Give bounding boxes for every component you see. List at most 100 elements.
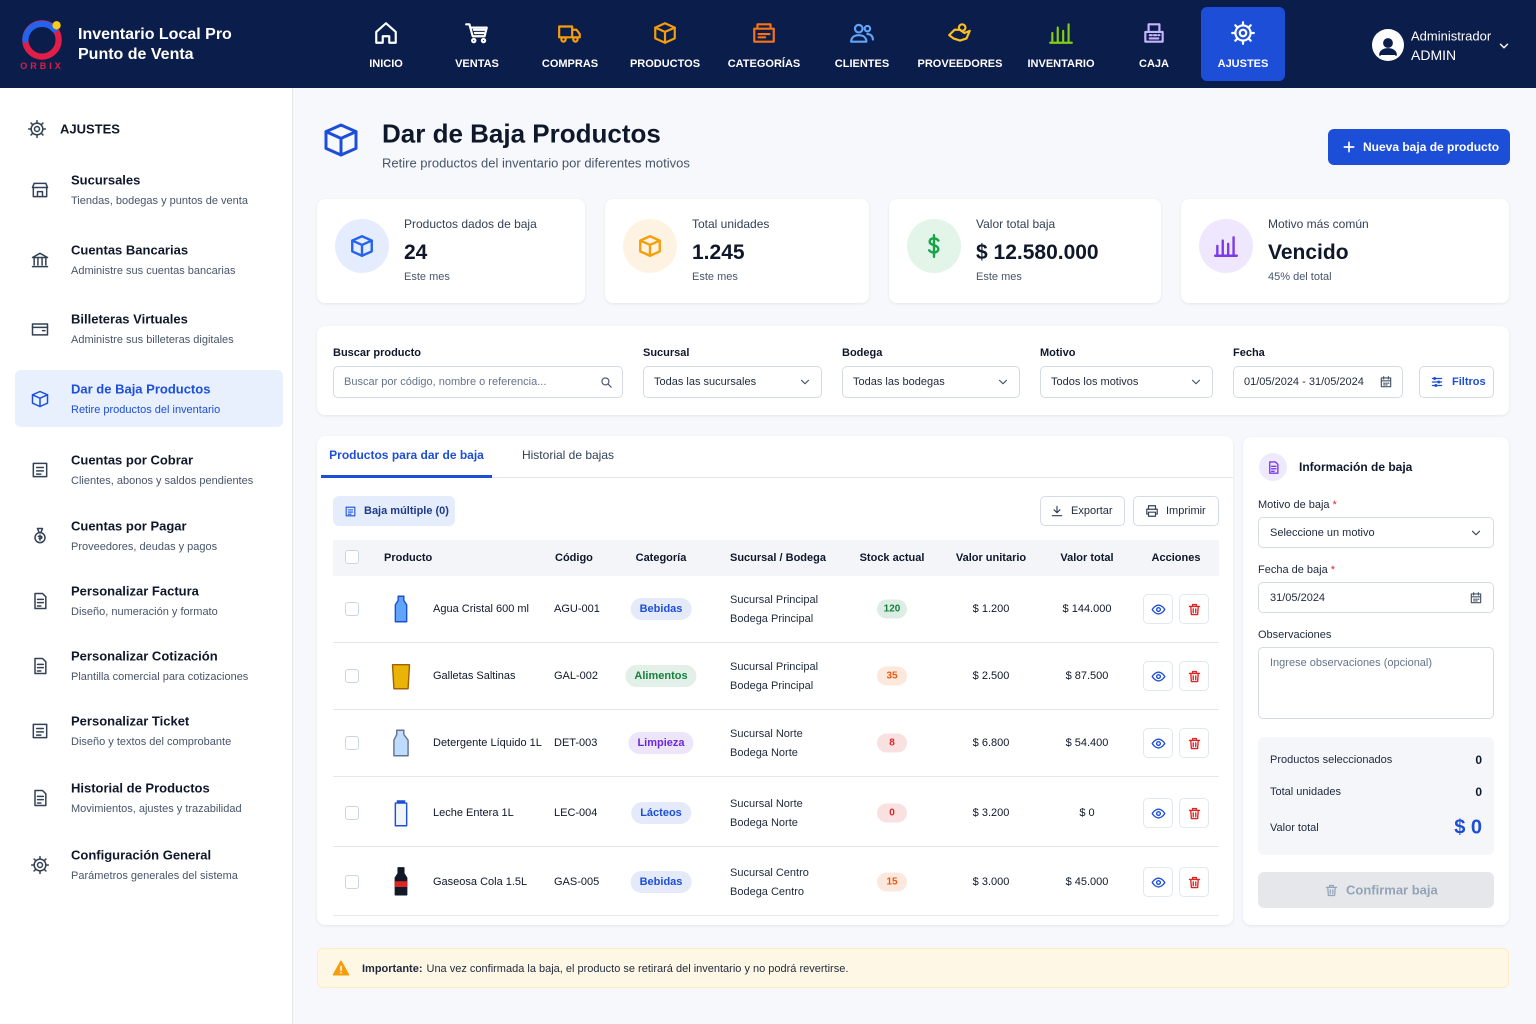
new-button-icon-part: [1343, 141, 1355, 153]
sidebar-icon: [30, 855, 50, 875]
date-input[interactable]: [1258, 582, 1494, 613]
sidebar-item[interactable]: [15, 572, 283, 629]
category-pill: Bebidas: [630, 871, 692, 893]
filter-icon: [998, 379, 1008, 385]
row-checkbox[interactable]: [345, 806, 359, 820]
sidebar-item[interactable]: [15, 637, 283, 694]
delete-icon: [1188, 807, 1200, 819]
row-divider: [333, 642, 1219, 643]
new-button[interactable]: [1328, 129, 1510, 165]
sidebar-icon: [32, 462, 48, 478]
view-button[interactable]: [1143, 798, 1173, 828]
nav-label: VENTAS: [455, 58, 499, 70]
view-icon-part: [1155, 673, 1161, 679]
new-button-label: Nueva baja de producto: [1363, 140, 1500, 154]
row-divider: [333, 915, 1219, 916]
sidebar-item[interactable]: [15, 300, 283, 357]
sidebar-item[interactable]: [15, 507, 283, 564]
sidebar-title: AJUSTES: [60, 121, 120, 137]
row-checkbox[interactable]: [345, 875, 359, 889]
notes-textarea[interactable]: [1258, 647, 1494, 719]
view-icon: [1151, 876, 1165, 888]
nav-icon: [1231, 21, 1255, 45]
column-header: Sucursal / Bodega: [730, 552, 826, 564]
confirm-button[interactable]: [1258, 872, 1494, 908]
notice-text: Importante: Una vez confirmada la baja, e…: [362, 963, 848, 975]
sidebar-item[interactable]: [15, 702, 283, 759]
delete-icon-part: [1188, 807, 1200, 819]
delete-button[interactable]: [1179, 594, 1209, 624]
stock-pill: 0: [877, 803, 907, 823]
tabs-border: [321, 477, 1233, 478]
view-button[interactable]: [1143, 728, 1173, 758]
header-checkbox[interactable]: [345, 550, 359, 564]
delete-button[interactable]: [1179, 661, 1209, 691]
user-role: Administrador: [1411, 28, 1492, 44]
print-button[interactable]: [1133, 496, 1219, 526]
view-icon-part: [1155, 879, 1161, 885]
stat-icon-part: [639, 235, 661, 257]
sidebar-item-title: Dar de Baja Productos: [71, 381, 211, 397]
product-image-part: [394, 881, 408, 887]
delete-icon-part: [1188, 603, 1200, 615]
filter-input[interactable]: [1233, 366, 1403, 398]
product-image-part: [391, 663, 411, 690]
filters-button[interactable]: [1419, 366, 1494, 398]
delete-button[interactable]: [1179, 798, 1209, 828]
sidebar-item[interactable]: [15, 231, 283, 288]
nav-icon-part: [1049, 23, 1073, 44]
filter-input[interactable]: [333, 366, 623, 398]
view-button[interactable]: [1143, 594, 1173, 624]
product-image: [393, 729, 409, 757]
stat-note: Este mes: [692, 271, 738, 283]
view-icon-part: [1155, 606, 1161, 612]
sidebar-item[interactable]: [15, 370, 283, 427]
delete-button[interactable]: [1179, 867, 1209, 897]
export-button[interactable]: [1040, 496, 1125, 526]
delete-button[interactable]: [1179, 728, 1209, 758]
stat-note: Este mes: [404, 271, 450, 283]
product-image-part: [394, 595, 408, 623]
delete-icon-part: [1188, 876, 1200, 888]
view-button[interactable]: [1143, 661, 1173, 691]
filter-input[interactable]: [842, 366, 1020, 398]
row-divider: [333, 846, 1219, 847]
nav-icon-part: [757, 32, 771, 39]
sidebar-item[interactable]: [15, 769, 283, 826]
confirm-icon: [1325, 884, 1337, 896]
filter-input[interactable]: [1040, 366, 1213, 398]
reason-select[interactable]: [1258, 517, 1494, 548]
stat-icon: [927, 233, 940, 259]
row-checkbox[interactable]: [345, 602, 359, 616]
view-button[interactable]: [1143, 867, 1173, 897]
bulk-button[interactable]: [333, 496, 455, 526]
product-image: [394, 595, 408, 623]
stat-value: 24: [404, 241, 428, 264]
nav-icon: [1049, 23, 1073, 44]
sidebar-icon-part: [31, 323, 49, 336]
filter-label: Fecha: [1233, 347, 1265, 359]
branch: Sucursal Principal: [730, 661, 819, 673]
print-label: Imprimir: [1166, 505, 1206, 517]
user-name: ADMIN: [1411, 47, 1457, 63]
filter-input[interactable]: [643, 366, 822, 398]
stat-value: $ 12.580.000: [976, 241, 1099, 264]
sidebar-item-subtitle: Plantilla comercial para cotizaciones: [71, 671, 249, 683]
sidebar-icon-part: [34, 657, 47, 675]
nav-icon-part: [866, 32, 874, 41]
nav-icon: [753, 23, 775, 43]
sidebar-item[interactable]: [15, 161, 283, 218]
filter-icon-part: [1380, 376, 1392, 388]
sidebar-item[interactable]: [15, 441, 283, 498]
view-icon: [1151, 603, 1165, 615]
stat-value: Vencido: [1268, 241, 1349, 264]
row-checkbox[interactable]: [345, 736, 359, 750]
confirm-icon-part: [1325, 884, 1337, 896]
sidebar-item[interactable]: [15, 836, 283, 893]
row-divider: [333, 776, 1219, 777]
panel-icon: [1268, 460, 1279, 474]
table-head: [333, 540, 1219, 576]
row-checkbox[interactable]: [345, 669, 359, 683]
stat-icon: [1213, 236, 1239, 257]
category-pill: Bebidas: [630, 598, 692, 620]
